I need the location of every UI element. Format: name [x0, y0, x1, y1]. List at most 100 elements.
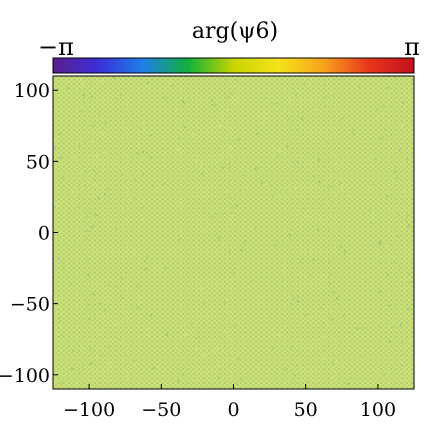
phase-speckle: [314, 108, 317, 111]
phase-speckle: [322, 357, 325, 360]
phase-speckle: [98, 302, 101, 305]
phase-speckle: [254, 227, 257, 230]
phase-speckle: [221, 166, 224, 169]
phase-speckle: [180, 201, 184, 204]
phase-speckle: [339, 182, 342, 185]
phase-speckle: [331, 361, 334, 365]
phase-speckle: [226, 108, 229, 111]
phase-speckle: [318, 181, 321, 184]
phase-speckle: [222, 242, 225, 245]
phase-speckle: [137, 152, 140, 155]
phase-speckle: [322, 319, 325, 322]
phase-speckle: [341, 185, 344, 188]
phase-speckle: [221, 213, 224, 216]
phase-speckle: [93, 177, 96, 181]
phase-speckle: [104, 151, 107, 154]
phase-speckle: [291, 231, 294, 234]
phase-speckle: [133, 359, 136, 362]
phase-speckle: [302, 207, 306, 210]
phase-speckle: [163, 151, 166, 154]
phase-field: [53, 76, 414, 389]
phase-speckle: [211, 99, 214, 102]
phase-speckle: [328, 229, 331, 232]
phase-speckle: [387, 282, 390, 285]
phase-speckle: [120, 206, 123, 209]
phase-speckle: [200, 287, 204, 290]
phase-speckle: [398, 149, 401, 152]
phase-speckle: [302, 84, 305, 87]
phase-speckle: [82, 97, 85, 100]
phase-speckle: [397, 235, 400, 239]
phase-speckle: [219, 154, 222, 157]
phase-speckle: [142, 200, 146, 204]
phase-speckle: [307, 316, 310, 319]
phase-speckle: [217, 364, 221, 367]
phase-speckle: [407, 308, 410, 311]
phase-speckle: [242, 173, 245, 176]
phase-speckle: [306, 380, 309, 383]
phase-speckle: [304, 314, 307, 317]
phase-speckle: [152, 366, 155, 370]
phase-speckle: [327, 185, 330, 188]
phase-speckle: [106, 187, 109, 191]
phase-speckle: [319, 217, 322, 220]
phase-speckle: [225, 190, 228, 193]
phase-speckle: [321, 279, 324, 282]
phase-speckle: [237, 357, 240, 360]
phase-speckle: [350, 377, 353, 380]
phase-speckle: [225, 299, 228, 302]
phase-speckle: [100, 132, 103, 135]
phase-speckle: [221, 370, 224, 374]
phase-speckle: [321, 275, 324, 278]
phase-speckle: [406, 158, 409, 161]
phase-speckle: [62, 142, 65, 145]
phase-speckle: [141, 150, 145, 153]
phase-speckles: [52, 75, 414, 387]
phase-speckle: [294, 163, 297, 166]
phase-speckle: [389, 152, 392, 155]
phase-speckle: [61, 176, 64, 179]
phase-speckle: [342, 314, 345, 317]
phase-speckle: [256, 132, 259, 136]
phase-speckle: [379, 241, 382, 244]
phase-speckle: [100, 79, 104, 83]
phase-speckle: [181, 99, 185, 103]
phase-speckle: [140, 368, 143, 371]
phase-speckle: [102, 127, 105, 130]
phase-speckle: [296, 160, 299, 163]
phase-speckle: [70, 368, 74, 371]
phase-speckle: [55, 205, 58, 208]
phase-speckle: [164, 267, 167, 270]
phase-speckle: [116, 97, 119, 100]
phase-speckle: [183, 102, 186, 105]
phase-speckle: [140, 91, 143, 94]
phase-speckle: [141, 113, 144, 117]
phase-speckle: [104, 121, 107, 124]
phase-speckle: [381, 112, 384, 115]
phase-speckle: [313, 175, 316, 178]
phase-speckle: [95, 154, 98, 157]
phase-speckle: [73, 155, 76, 158]
phase-speckle: [206, 372, 209, 375]
phase-speckle: [184, 334, 187, 337]
phase-speckle: [364, 279, 367, 282]
phase-speckle: [145, 290, 148, 293]
phase-speckle: [223, 301, 226, 304]
phase-speckle: [195, 160, 198, 163]
phase-speckle: [117, 338, 120, 341]
phase-speckle: [306, 215, 309, 218]
phase-speckle: [163, 96, 166, 99]
phase-speckle: [55, 311, 59, 314]
phase-speckle: [156, 268, 160, 271]
phase-speckle: [299, 271, 302, 274]
phase-speckle: [232, 357, 235, 360]
phase-speckle: [260, 275, 263, 278]
phase-speckle: [357, 85, 361, 88]
phase-speckle: [210, 193, 213, 196]
phase-speckle: [323, 83, 326, 86]
phase-speckle: [59, 132, 62, 135]
phase-speckle: [139, 300, 142, 303]
phase-speckle: [171, 84, 174, 87]
phase-speckle: [228, 95, 231, 98]
phase-speckle: [54, 380, 57, 383]
